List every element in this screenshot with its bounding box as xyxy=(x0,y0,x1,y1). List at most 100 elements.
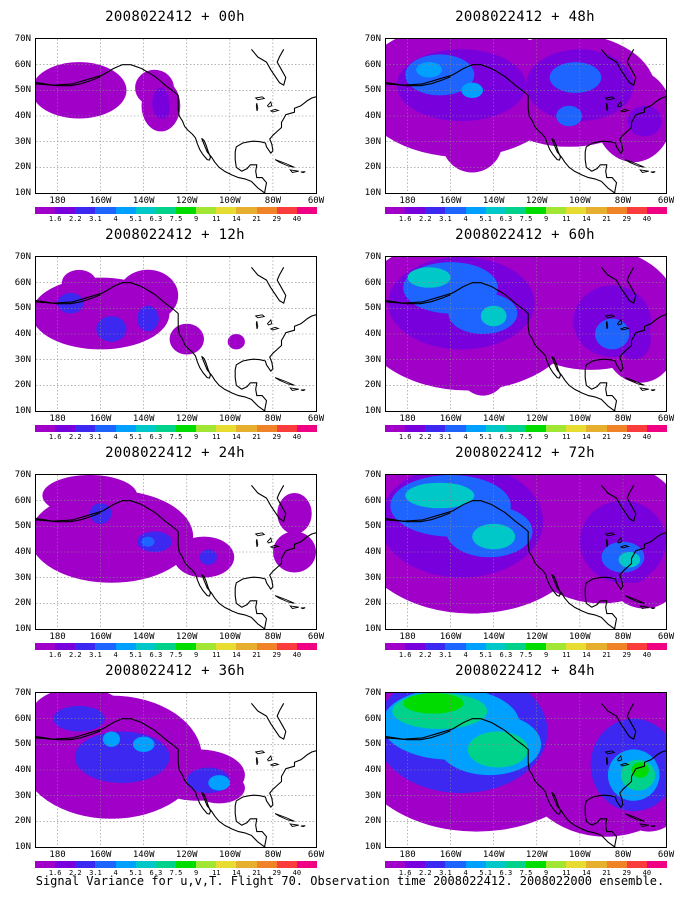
colorbar-label: 6.3 xyxy=(149,651,163,659)
colorbar-label: 14 xyxy=(232,433,241,441)
panel-title: 2008022412 + 84h xyxy=(455,663,595,679)
colorbar-label: 9 xyxy=(194,215,199,223)
map-canvas xyxy=(386,39,666,193)
colorbar-swatch xyxy=(135,207,156,214)
coastline xyxy=(300,389,306,392)
coastline xyxy=(289,169,299,173)
colorbar-label: 14 xyxy=(232,215,241,223)
coastline xyxy=(300,607,306,610)
colorbar-swatch xyxy=(155,643,176,650)
colorbar-swatch xyxy=(525,643,547,650)
variance-contour xyxy=(96,316,127,342)
latitude-label: 10N xyxy=(364,624,381,634)
colorbar-label: 4 xyxy=(113,433,118,441)
colorbar-label: 3.1 xyxy=(439,433,452,441)
longitude-label: 160W xyxy=(439,196,462,206)
colorbar xyxy=(35,425,317,432)
colorbar-label: 21 xyxy=(252,869,261,877)
colorbar-label: 14 xyxy=(232,651,241,659)
colorbar-label: 9 xyxy=(194,869,199,877)
coastline xyxy=(624,813,645,822)
colorbar-swatch xyxy=(196,861,217,868)
coastline xyxy=(274,813,295,822)
colorbar-label: 6.3 xyxy=(149,215,163,223)
colorbar-swatch xyxy=(115,861,136,868)
colorbar-label: 7.5 xyxy=(519,869,533,877)
longitude-label: 60W xyxy=(307,850,325,860)
longitude-label: 100W xyxy=(219,414,241,424)
colorbar-label: 5.1 xyxy=(129,869,143,877)
forecast-panel: 2008022412 + 36h 70N 60N 50N 40N 30N 20N 10N 180… xyxy=(0,662,340,877)
colorbar-label: 6.3 xyxy=(149,433,163,441)
colorbar-label: 6.3 xyxy=(499,651,513,659)
coastline xyxy=(386,282,616,411)
latitude-label: 20N xyxy=(14,598,31,609)
coastline xyxy=(289,823,299,827)
map-canvas xyxy=(36,257,316,411)
colorbar-swatch xyxy=(175,861,197,868)
coastline xyxy=(255,103,259,112)
longitude-label: 100W xyxy=(569,632,591,642)
colorbar-swatch xyxy=(216,861,237,868)
colorbar-label: 14 xyxy=(582,433,591,441)
colorbar-label: 1.6 xyxy=(398,651,412,659)
latitude-label: 10N xyxy=(14,842,31,852)
colorbar-swatch xyxy=(196,425,217,432)
coastline xyxy=(386,718,616,847)
colorbar-label: 5.1 xyxy=(129,433,143,441)
variance-contour xyxy=(407,267,451,288)
coastline xyxy=(600,484,637,522)
coastline xyxy=(639,169,649,173)
colorbar-swatch xyxy=(276,207,297,214)
longitude-label: 100W xyxy=(569,850,591,860)
coastline xyxy=(584,314,666,411)
longitude-label: 180 xyxy=(399,632,416,642)
colorbar-swatch xyxy=(626,425,647,432)
colorbar-swatch xyxy=(485,643,506,650)
colorbar-label: 5.1 xyxy=(479,651,493,659)
variance-contour xyxy=(199,549,217,565)
longitude-label: 80W xyxy=(614,632,632,642)
coastline xyxy=(274,159,295,168)
colorbar-swatch xyxy=(546,425,567,432)
latitude-label: 30N xyxy=(364,136,381,147)
colorbar-label: 2.2 xyxy=(68,433,82,441)
colorbar-label: 9 xyxy=(194,651,199,659)
colorbar-swatch xyxy=(95,861,116,868)
colorbar-swatch xyxy=(385,207,406,214)
colorbar-swatch xyxy=(216,425,237,432)
coastline xyxy=(605,103,609,112)
colorbar-label: 4 xyxy=(463,651,468,659)
variance-contour xyxy=(132,736,155,752)
latitude-label: 40N xyxy=(364,111,381,121)
colorbar-label: 14 xyxy=(582,869,591,877)
colorbar-label: 21 xyxy=(602,869,611,877)
colorbar-swatch xyxy=(256,861,277,868)
longitude-label: 100W xyxy=(219,632,241,642)
colorbar-swatch xyxy=(405,643,426,650)
coastline xyxy=(255,757,259,766)
coastline xyxy=(650,607,656,610)
coastline xyxy=(386,294,451,305)
figure-caption: Signal Variance for u,v,T. Flight 70. Ob… xyxy=(35,874,665,888)
latitude-label: 40N xyxy=(364,765,381,775)
colorbar-label: 3.1 xyxy=(89,215,102,223)
latitude-label: 30N xyxy=(364,572,381,583)
colorbar-swatch xyxy=(35,643,56,650)
colorbar-label: 3.1 xyxy=(439,215,452,223)
colorbar-label: 14 xyxy=(582,215,591,223)
forecast-panel: 2008022412 + 00h 70N 60N 50N 40N 30N 20N 10N 180… xyxy=(0,8,340,223)
longitude-label: 80W xyxy=(264,414,282,424)
colorbar-swatch xyxy=(465,425,486,432)
latitude-label: 40N xyxy=(14,329,31,339)
longitude-label: 180 xyxy=(49,196,66,206)
coastline xyxy=(300,171,306,174)
colorbar-swatch xyxy=(646,643,667,650)
colorbar-swatch xyxy=(566,861,587,868)
coastline xyxy=(234,750,316,847)
colorbar-swatch xyxy=(606,643,627,650)
colorbar-label: 7.5 xyxy=(169,215,183,223)
latitude-label: 50N xyxy=(364,303,381,314)
latitude-label: 10N xyxy=(14,624,31,634)
coastline xyxy=(624,595,645,604)
